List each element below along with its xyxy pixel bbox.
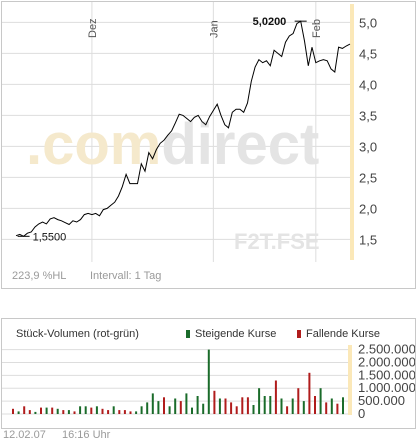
volume-bar <box>73 411 76 414</box>
volume-y-tick: 0 <box>358 406 365 421</box>
footer-date: 12.02.07 <box>3 429 46 441</box>
volume-bar <box>207 349 210 414</box>
price-y-tick: 2,0 <box>359 201 377 216</box>
volume-y-tick: 500.000 <box>358 393 405 408</box>
footer-time: 16:16 Uhr <box>62 429 111 441</box>
legend-falling-swatch <box>297 330 301 339</box>
volume-chart: 2.500.0002.000.0001.500.0001.000.000500.… <box>2 342 415 421</box>
volume-bar <box>84 406 87 414</box>
price-chart-panel: .comdirect F2T.FSE Dez Jan Feb 1,5 2,0 2,5 3,… <box>1 1 416 289</box>
volume-bar <box>123 410 126 414</box>
volume-chart-panel: Stück-Volumen (rot-grün) Steigende Kurse… <box>1 318 416 429</box>
volume-bar <box>62 410 65 414</box>
volume-bar <box>336 403 339 414</box>
price-x-tick: Jan <box>208 20 220 38</box>
low-label: 1,5500 <box>33 231 67 243</box>
volume-bar <box>224 398 227 414</box>
volume-bar <box>17 411 20 414</box>
volume-bar <box>230 402 233 414</box>
volume-y-tick: 1.500.000 <box>358 367 415 382</box>
volume-bar <box>135 411 138 414</box>
volume-bar <box>280 398 283 414</box>
volume-y-tick: 1.000.000 <box>358 380 415 395</box>
volume-bar <box>146 402 149 414</box>
watermark-symbol: F2T.FSE <box>234 229 320 254</box>
legend-falling: Fallende Kurse <box>297 328 380 340</box>
volume-bar <box>40 407 42 414</box>
volume-bar <box>168 406 171 414</box>
volume-y-tick: 2.500.000 <box>358 342 415 357</box>
volume-bar <box>291 398 294 414</box>
volume-bar <box>252 405 255 414</box>
volume-bar <box>302 401 305 414</box>
volume-bar <box>12 408 14 414</box>
volume-bar <box>274 380 277 414</box>
high-label: 5,0200 <box>253 16 287 28</box>
volume-bar <box>23 406 26 414</box>
volume-bar <box>269 396 272 414</box>
legend-rising-swatch <box>186 330 190 339</box>
volume-bar <box>179 401 182 414</box>
volume-bar <box>342 397 344 415</box>
volume-bar <box>325 402 328 414</box>
price-axis-band <box>350 4 354 260</box>
price-chart: .comdirect F2T.FSE Dez Jan Feb 1,5 2,0 2,5 3,… <box>2 2 377 262</box>
price-y-tick: 3,5 <box>359 108 377 123</box>
volume-bar <box>297 388 300 414</box>
legend-rising-label: Steigende Kurse <box>195 328 277 340</box>
volume-bar <box>213 390 216 414</box>
volume-bar <box>157 401 160 414</box>
volume-bar <box>163 397 165 415</box>
legend-rising: Steigende Kurse <box>186 328 276 340</box>
volume-bar <box>235 406 238 414</box>
volume-bar <box>79 406 82 414</box>
volume-bar <box>118 410 121 414</box>
volume-bar <box>90 407 93 414</box>
volume-bar <box>319 388 322 414</box>
volume-bar <box>196 396 199 414</box>
volume-bar <box>56 408 59 414</box>
volume-bar <box>202 403 205 414</box>
volume-bar <box>140 406 143 414</box>
price-y-tick: 2,5 <box>359 170 377 185</box>
volume-bar <box>191 407 193 414</box>
volume-bar <box>174 398 177 414</box>
volume-axis-band <box>348 345 352 415</box>
volume-bar <box>67 410 70 414</box>
price-y-tick: 1,5 <box>359 232 377 247</box>
volume-bar <box>263 396 266 414</box>
volume-title: Stück-Volumen (rot-grün) <box>16 328 139 340</box>
volume-bar <box>107 410 110 414</box>
volume-bar <box>241 397 244 415</box>
volume-bar <box>112 406 115 414</box>
legend-falling-label: Fallende Kurse <box>306 328 380 340</box>
volume-bar <box>314 396 316 414</box>
volume-bar <box>45 407 48 414</box>
volume-bar <box>28 410 31 414</box>
volume-bar <box>330 398 333 414</box>
interval-info: Intervall: 1 Tag <box>90 270 162 282</box>
range-info: 223,9 %HL <box>12 270 67 282</box>
volume-bar <box>95 406 98 414</box>
price-y-tick: 4,5 <box>359 46 377 61</box>
volume-bar <box>246 397 249 415</box>
volume-y-tick: 2.000.000 <box>358 354 415 369</box>
price-series-line <box>15 20 351 237</box>
watermark-brand: .comdirect <box>26 112 319 177</box>
volume-bar <box>101 408 104 414</box>
volume-bar <box>34 411 37 414</box>
volume-bar <box>151 393 154 414</box>
price-y-tick: 3,0 <box>359 139 377 154</box>
price-y-tick: 4,0 <box>359 77 377 92</box>
volume-bar <box>258 388 261 414</box>
price-y-tick: 5,0 <box>359 15 377 30</box>
price-x-tick: Feb <box>311 19 323 38</box>
volume-bar <box>308 372 311 414</box>
volume-bar <box>129 411 132 414</box>
volume-bar <box>51 407 54 414</box>
volume-bar <box>185 393 188 414</box>
volume-bar <box>286 406 289 414</box>
volume-bar <box>218 398 221 414</box>
price-x-tick: Dez <box>87 18 99 38</box>
